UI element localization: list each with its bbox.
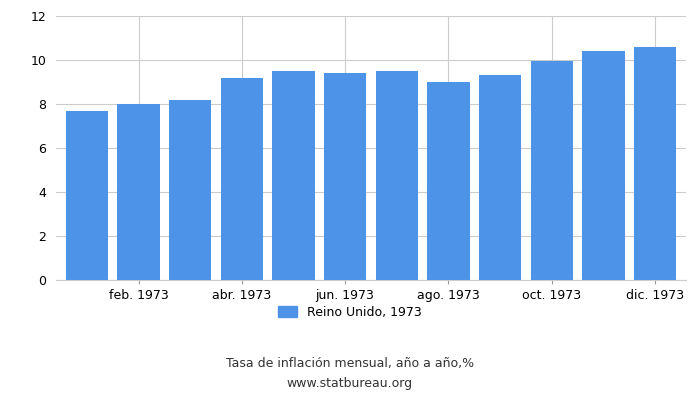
Bar xyxy=(324,73,366,280)
Bar xyxy=(582,51,624,280)
Bar xyxy=(634,47,676,280)
Bar xyxy=(118,104,160,280)
Bar xyxy=(376,71,418,280)
Bar xyxy=(220,78,263,280)
Bar xyxy=(479,75,522,280)
Bar xyxy=(66,111,108,280)
Text: www.statbureau.org: www.statbureau.org xyxy=(287,378,413,390)
Legend: Reino Unido, 1973: Reino Unido, 1973 xyxy=(273,301,427,324)
Bar xyxy=(272,71,315,280)
Bar xyxy=(427,82,470,280)
Bar xyxy=(169,100,211,280)
Bar xyxy=(531,61,573,280)
Text: Tasa de inflación mensual, año a año,%: Tasa de inflación mensual, año a año,% xyxy=(226,358,474,370)
